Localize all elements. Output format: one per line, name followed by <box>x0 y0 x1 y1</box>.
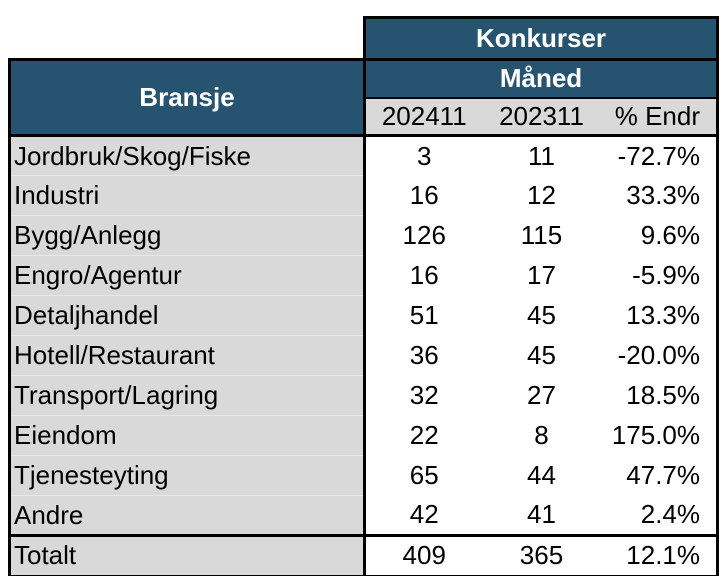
value-202311: 44 <box>482 455 601 496</box>
row-label: Bygg/Anlegg <box>8 215 366 256</box>
value-202411: 32 <box>364 375 483 416</box>
value-202411: 51 <box>364 295 483 336</box>
table-row: Andre 42 41 2.4% <box>8 495 720 536</box>
value-202411: 16 <box>364 175 483 216</box>
row-label: Engro/Agentur <box>8 255 366 296</box>
row-header-bransje: Bransje <box>8 58 366 137</box>
value-202311: 45 <box>482 335 601 376</box>
value-pct-endr: 175.0% <box>600 415 720 456</box>
row-label: Tjenesteyting <box>8 455 366 496</box>
table-title-row: Konkurser <box>9 16 720 61</box>
value-202411: 36 <box>364 335 483 376</box>
table-row: Transport/Lagring 32 27 18.5% <box>8 375 720 416</box>
value-202411: 16 <box>364 255 483 296</box>
row-label: Andre <box>8 495 366 536</box>
total-label: Totalt <box>8 534 366 576</box>
row-label: Eiendom <box>8 415 366 456</box>
value-202411: 42 <box>364 495 483 536</box>
column-header-row: 202411 202311 % Endr <box>10 96 720 137</box>
value-pct-endr: 33.3% <box>600 175 720 216</box>
table-row: Tjenesteyting 65 44 47.7% <box>8 455 720 496</box>
row-label: Transport/Lagring <box>8 375 366 416</box>
table-row: Jordbruk/Skog/Fiske 3 11 -72.7% <box>8 135 720 176</box>
row-label: Industri <box>8 175 366 216</box>
table-row: Hotell/Restaurant 36 45 -20.0% <box>8 335 720 376</box>
table-title: Konkurser <box>362 16 720 61</box>
value-202311: 41 <box>482 495 601 536</box>
empty-corner-cell <box>9 17 366 61</box>
value-pct-endr: 18.5% <box>600 375 720 416</box>
value-pct-endr: -20.0% <box>600 335 720 376</box>
value-202311: 27 <box>482 375 601 416</box>
table-row: Industri 16 12 33.3% <box>8 175 720 216</box>
value-pct-endr: 2.4% <box>600 495 720 536</box>
value-202311: 11 <box>482 135 601 176</box>
value-202411: 22 <box>364 415 483 456</box>
total-pct-endr: 12.1% <box>600 534 720 576</box>
group-header-maned: Måned <box>362 58 720 99</box>
table-row: Eiendom 22 8 175.0% <box>8 415 720 456</box>
table-row: Engro/Agentur 16 17 -5.9% <box>8 255 720 296</box>
value-pct-endr: -5.9% <box>600 255 720 296</box>
value-202311: 8 <box>482 415 601 456</box>
row-label: Detaljhandel <box>8 295 366 336</box>
value-pct-endr: -72.7% <box>600 135 720 176</box>
group-header-row: Bransje Måned <box>8 58 720 137</box>
column-header-202311: 202311 <box>482 96 601 137</box>
value-pct-endr: 13.3% <box>600 295 720 336</box>
row-label: Jordbruk/Skog/Fiske <box>8 135 366 176</box>
total-202311: 365 <box>482 534 601 576</box>
value-202311: 12 <box>482 175 601 216</box>
value-202311: 17 <box>482 255 601 296</box>
total-row: Totalt 409 365 12.1% <box>8 534 720 576</box>
value-202411: 3 <box>364 135 483 176</box>
total-202411: 409 <box>364 534 483 576</box>
row-label: Hotell/Restaurant <box>8 335 366 376</box>
table-row: Detaljhandel 51 45 13.3% <box>8 295 720 336</box>
value-pct-endr: 47.7% <box>600 455 720 496</box>
value-pct-endr: 9.6% <box>600 215 720 256</box>
column-header-pct-endr: % Endr <box>600 96 720 137</box>
value-202311: 115 <box>482 215 601 256</box>
table-row: Bygg/Anlegg 126 115 9.6% <box>8 215 720 256</box>
value-202411: 126 <box>364 215 483 256</box>
value-202411: 65 <box>364 455 483 496</box>
value-202311: 45 <box>482 295 601 336</box>
konkurser-table: Konkurser Bransje Måned 202411 202311 % … <box>8 16 720 576</box>
column-header-202411: 202411 <box>363 96 483 137</box>
